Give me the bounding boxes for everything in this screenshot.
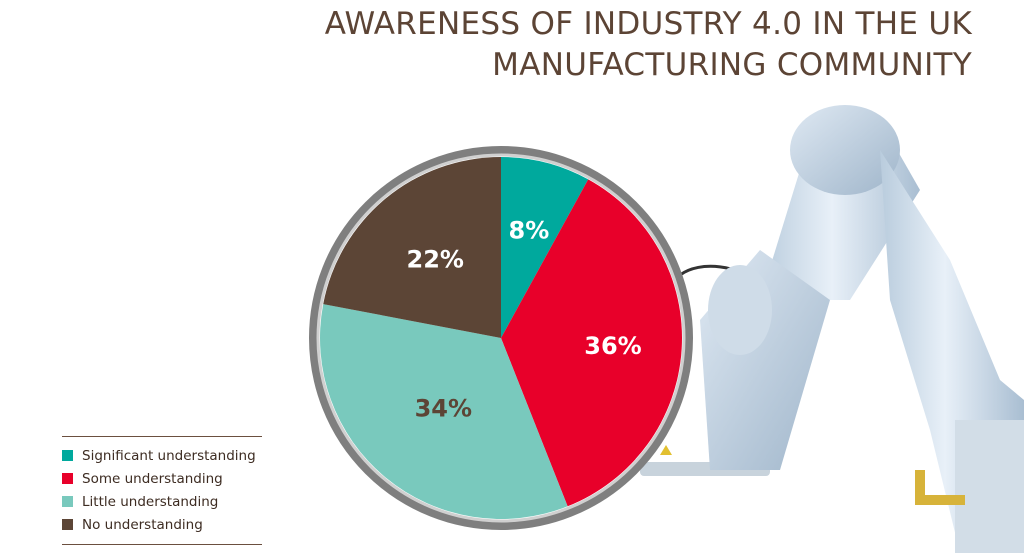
legend-label: No understanding (82, 516, 203, 533)
pie-slice-significant-understanding (501, 157, 589, 338)
legend-swatch (62, 450, 73, 461)
legend-label: Little understanding (82, 493, 219, 510)
legend-divider (62, 544, 262, 545)
pie-slice-little-understanding (320, 304, 568, 520)
pie-slice-some-understanding (501, 179, 683, 507)
pie-slice-label: 8% (509, 216, 550, 244)
legend-swatch (62, 473, 73, 484)
pie-chart-rim (309, 146, 693, 530)
legend-item-significant-understanding: Significant understanding (62, 444, 262, 467)
pie-slice-label: 22% (407, 246, 464, 274)
page-title-line-2: MANUFACTURING COMMUNITY (492, 47, 972, 83)
legend-label: Some understanding (82, 470, 223, 487)
pie-slice-label: 36% (584, 332, 641, 360)
pie-slice-no-understanding (323, 157, 501, 338)
legend-swatch (62, 519, 73, 530)
legend-swatch (62, 496, 73, 507)
page-title-line-1: AWARENESS OF INDUSTRY 4.0 IN THE UK (324, 6, 972, 42)
legend-item-no-understanding: No understanding (62, 513, 262, 536)
legend-item-little-understanding: Little understanding (62, 490, 262, 513)
legend-label: Significant understanding (82, 447, 256, 464)
page-title: AWARENESS OF INDUSTRY 4.0 IN THE UK MANU… (325, 4, 972, 86)
chart-legend: Significant understanding Some understan… (62, 436, 262, 536)
legend-item-some-understanding: Some understanding (62, 467, 262, 490)
pie-chart-rim-inner (316, 153, 686, 523)
pie-slice-label: 34% (415, 395, 472, 423)
